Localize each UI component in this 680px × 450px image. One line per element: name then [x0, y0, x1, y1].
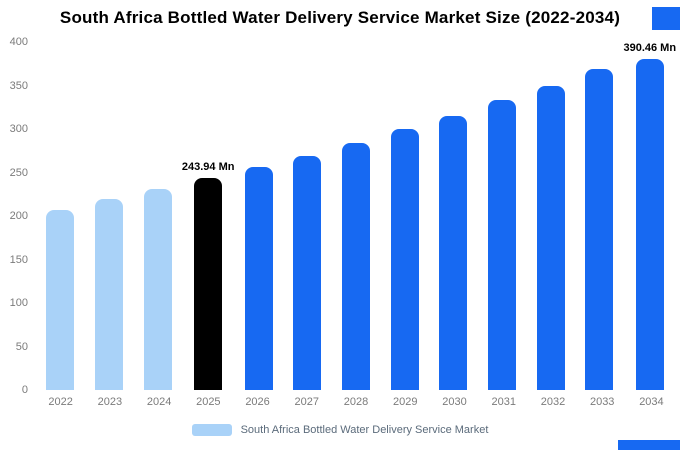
- decorative-block-top-right: [652, 7, 680, 30]
- bar-column: [133, 42, 182, 390]
- y-tick-label: 100: [9, 297, 28, 309]
- x-tick-label: 2034: [639, 396, 664, 408]
- bar-2027[interactable]: [293, 155, 322, 390]
- y-tick-label: 200: [9, 210, 28, 222]
- bar-column: [478, 42, 527, 390]
- bar-column: [85, 42, 134, 390]
- bar-column: [429, 42, 478, 390]
- plot-area: 243.94 Mn 390.46 Mn: [36, 42, 676, 390]
- x-tick-label: 2024: [146, 396, 172, 408]
- y-axis: 0 50 100 150 200 250 300 350 400: [0, 36, 32, 396]
- bar-2024[interactable]: [143, 189, 172, 390]
- y-tick-label: 50: [15, 340, 28, 353]
- y-tick-label: 0: [21, 384, 28, 396]
- bar-column: [526, 42, 575, 390]
- x-tick-label: 2028: [343, 396, 369, 408]
- bar-2030[interactable]: [439, 115, 468, 390]
- bar-2022[interactable]: [46, 209, 75, 390]
- bar-2023[interactable]: [94, 199, 123, 390]
- x-tick-label: 2032: [540, 396, 566, 408]
- bar-2028[interactable]: [342, 142, 371, 390]
- x-axis: 2022 2023 2024 2025 2026 2027 2028 2029 2030 2031…: [36, 396, 676, 408]
- bar-column: [575, 42, 624, 390]
- x-tick-label: 2025: [196, 396, 221, 408]
- y-tick-label: 400: [9, 36, 28, 48]
- y-tick-label: 250: [9, 166, 28, 179]
- decorative-block-bottom-right: [618, 440, 680, 450]
- x-tick-label: 2026: [245, 396, 270, 408]
- bar-2026[interactable]: [244, 167, 273, 390]
- y-tick-label: 350: [9, 79, 28, 92]
- bar-column: [380, 42, 429, 390]
- bar-2034[interactable]: [635, 59, 664, 390]
- bar-column: [332, 42, 381, 390]
- x-tick-label: 2022: [48, 396, 73, 408]
- bar-2032[interactable]: [536, 85, 565, 390]
- bar-column: 390.46 Mn: [623, 42, 676, 390]
- bar-2025[interactable]: [194, 177, 223, 390]
- bar-column: [36, 42, 85, 390]
- legend-label: South Africa Bottled Water Delivery Serv…: [240, 424, 489, 436]
- chart-title: South Africa Bottled Water Delivery Serv…: [59, 8, 621, 27]
- y-tick-label: 150: [9, 253, 28, 266]
- x-tick-label: 2027: [294, 396, 320, 408]
- legend-swatch: [191, 424, 232, 436]
- bar-column: [234, 42, 283, 390]
- bar-column: [283, 42, 332, 390]
- x-tick-label: 2030: [442, 396, 467, 408]
- bar-column: 243.94 Mn: [181, 42, 235, 390]
- bar-value-label: 243.94 Mn: [181, 160, 235, 173]
- x-tick-label: 2033: [589, 396, 615, 408]
- x-tick-label: 2031: [491, 396, 516, 408]
- x-tick-label: 2023: [97, 396, 123, 408]
- bar-value-label: 390.46 Mn: [623, 42, 677, 54]
- x-tick-label: 2029: [393, 396, 418, 408]
- legend[interactable]: South Africa Bottled Water Delivery Serv…: [0, 424, 680, 436]
- bar-2029[interactable]: [390, 129, 419, 390]
- y-tick-label: 300: [9, 123, 28, 135]
- bar-2033[interactable]: [585, 68, 614, 390]
- bar-2031[interactable]: [487, 100, 516, 390]
